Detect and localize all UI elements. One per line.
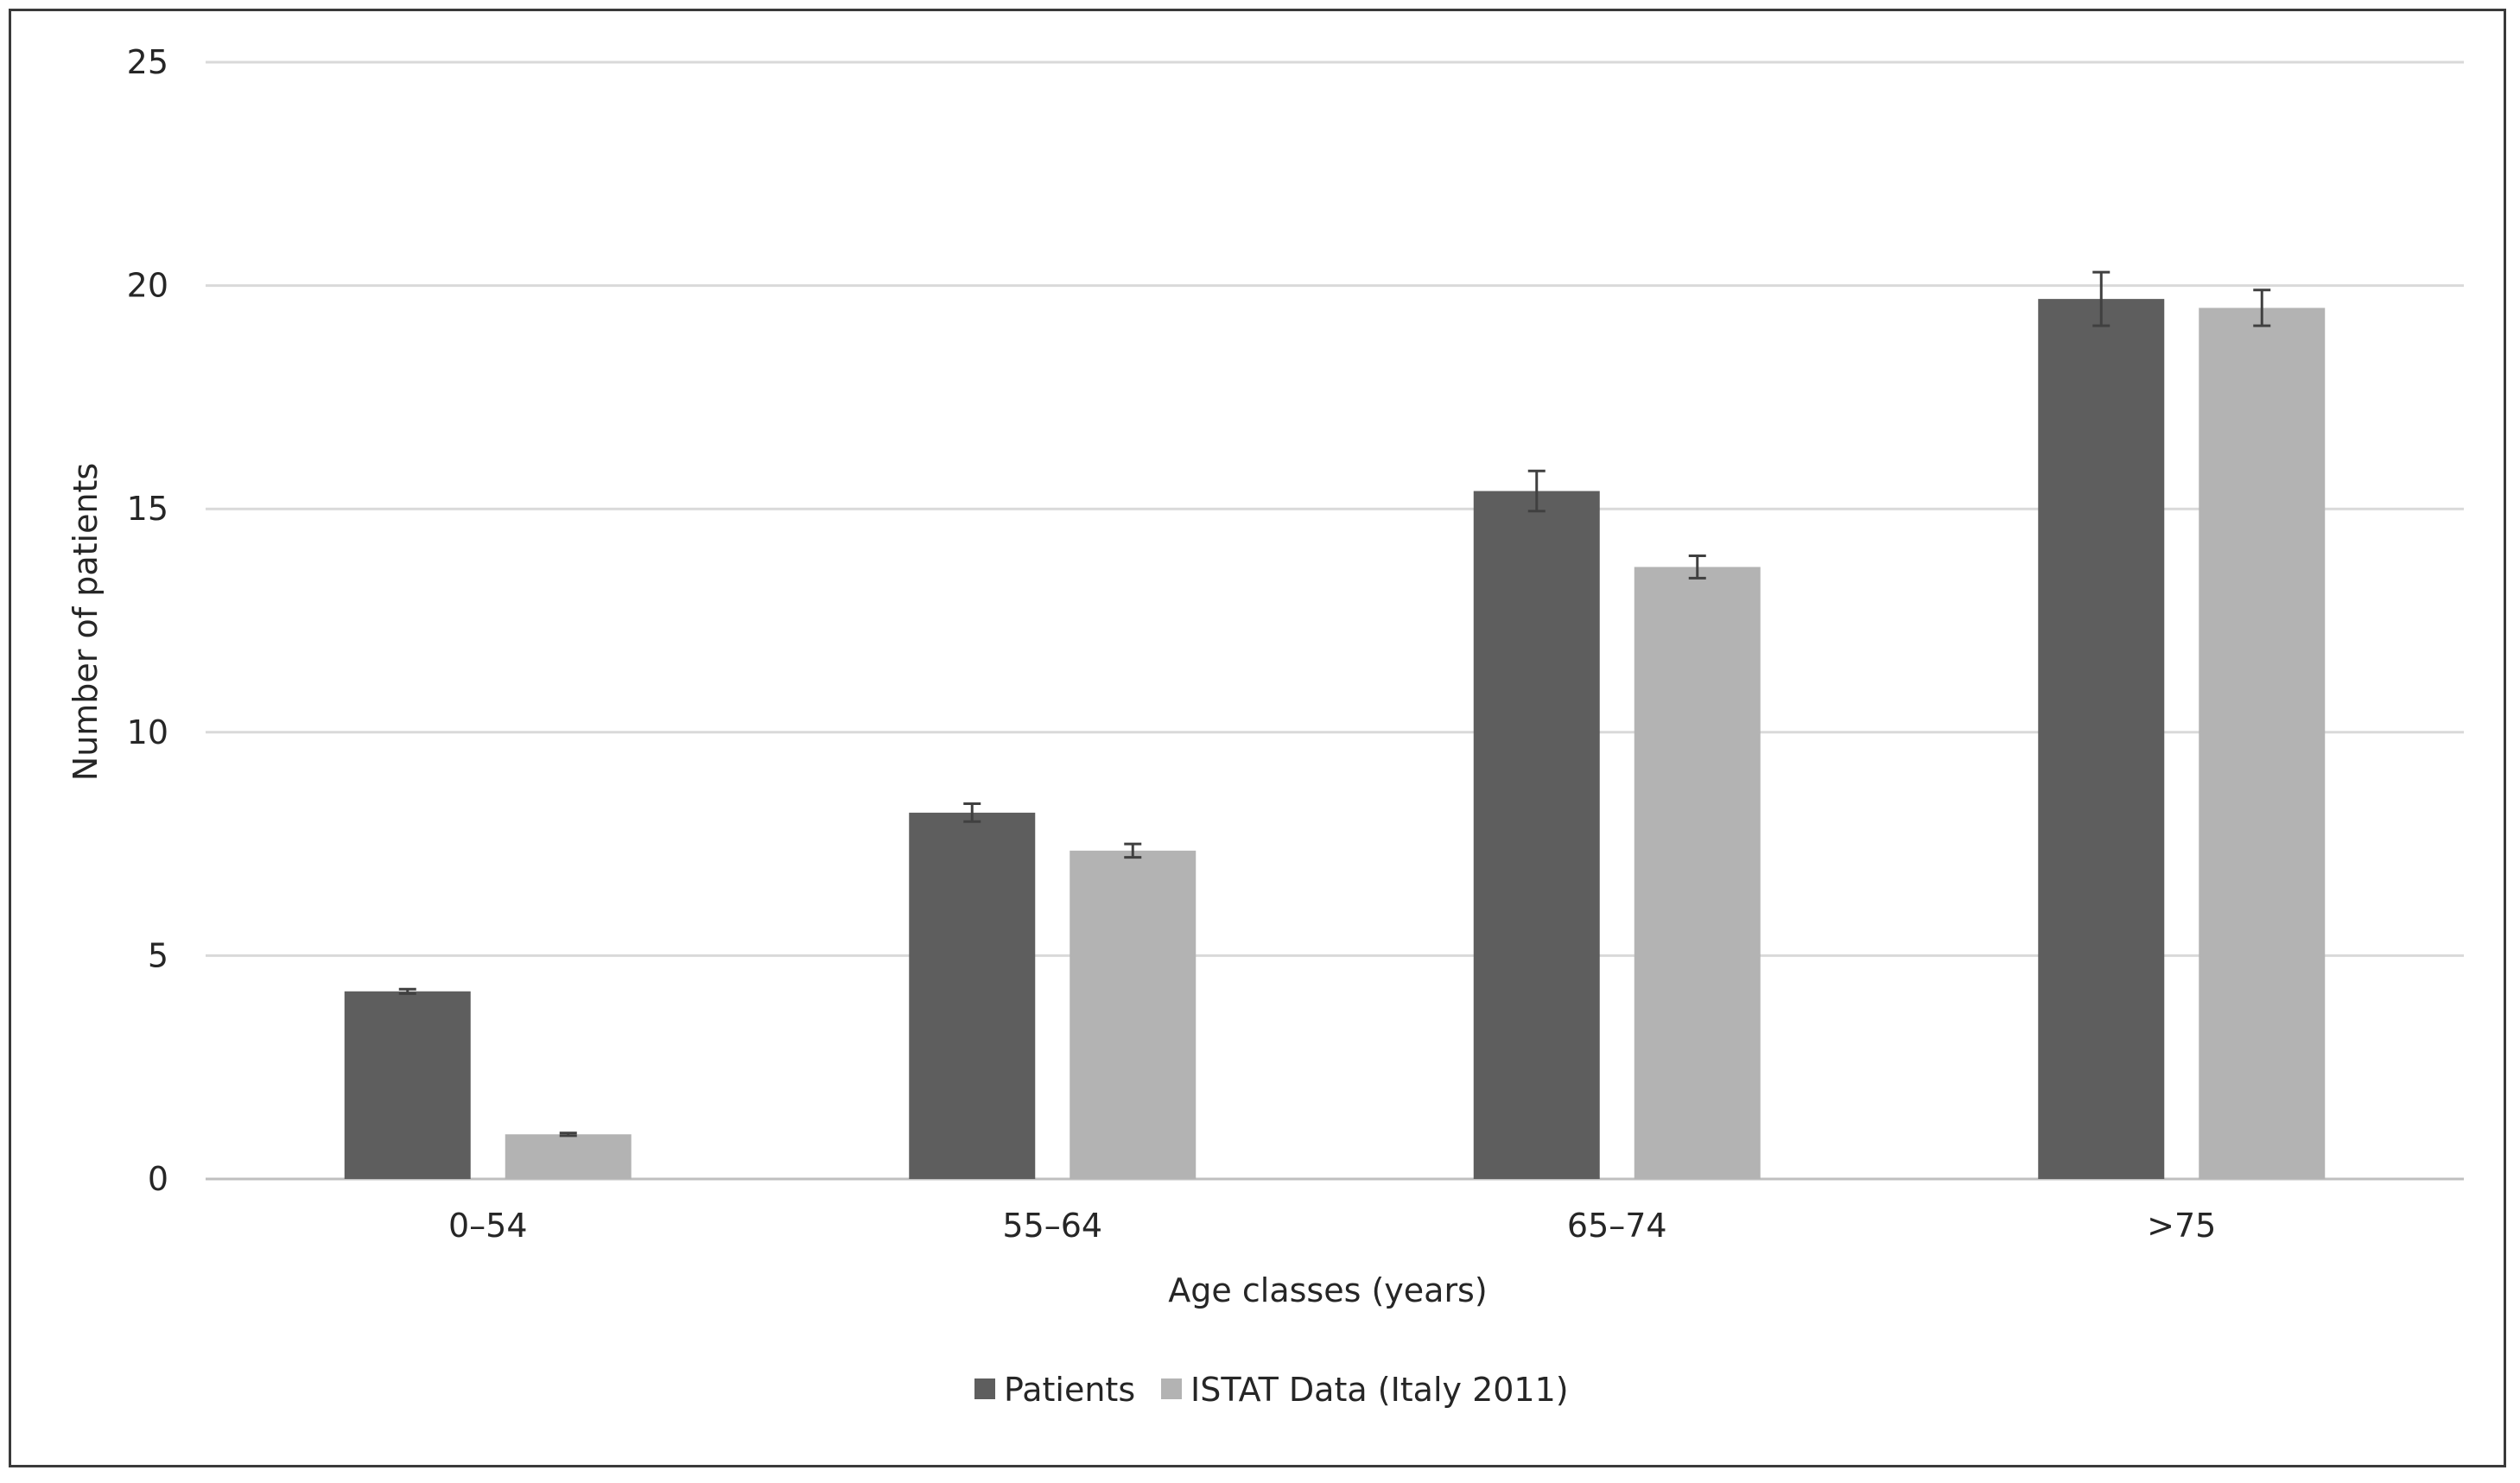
legend-swatch-istat <box>1161 1378 1182 1399</box>
x-tick-labels: 0–54 55–64 65–74 >75 <box>448 1207 2216 1245</box>
y-axis-title: Number of patients <box>67 463 105 781</box>
bar-patients-3 <box>2038 299 2165 1180</box>
error-bars <box>398 270 2271 1138</box>
bar-patients-0 <box>344 991 471 1179</box>
y-tick-label: 15 <box>127 490 168 528</box>
bar-istat-2 <box>1634 567 1761 1179</box>
bar-patients-2 <box>1473 491 1600 1179</box>
legend-swatch-patients <box>974 1378 995 1399</box>
bar-istat-3 <box>2199 307 2326 1180</box>
y-tick-label: 20 <box>127 267 168 305</box>
bar-patients-1 <box>909 812 1036 1179</box>
y-tick-label: 5 <box>148 936 168 974</box>
bars <box>344 299 2326 1180</box>
x-tick-label: 55–64 <box>1002 1207 1102 1245</box>
x-tick-label: 65–74 <box>1567 1207 1667 1245</box>
y-tick-labels: 0 5 10 15 20 25 <box>127 43 168 1198</box>
legend-label-patients: Patients <box>1004 1371 1135 1409</box>
x-tick-label: >75 <box>2147 1207 2216 1245</box>
y-tick-label: 10 <box>127 713 168 751</box>
legend-label-istat: ISTAT Data (Italy 2011) <box>1190 1371 1569 1409</box>
bar-istat-0 <box>505 1134 632 1179</box>
y-tick-label: 0 <box>148 1160 168 1198</box>
bar-istat-1 <box>1070 850 1197 1179</box>
legend: Patients ISTAT Data (Italy 2011) <box>974 1371 1569 1409</box>
x-tick-label: 0–54 <box>448 1207 528 1245</box>
x-axis-title: Age classes (years) <box>1168 1271 1487 1309</box>
y-tick-label: 25 <box>127 43 168 81</box>
